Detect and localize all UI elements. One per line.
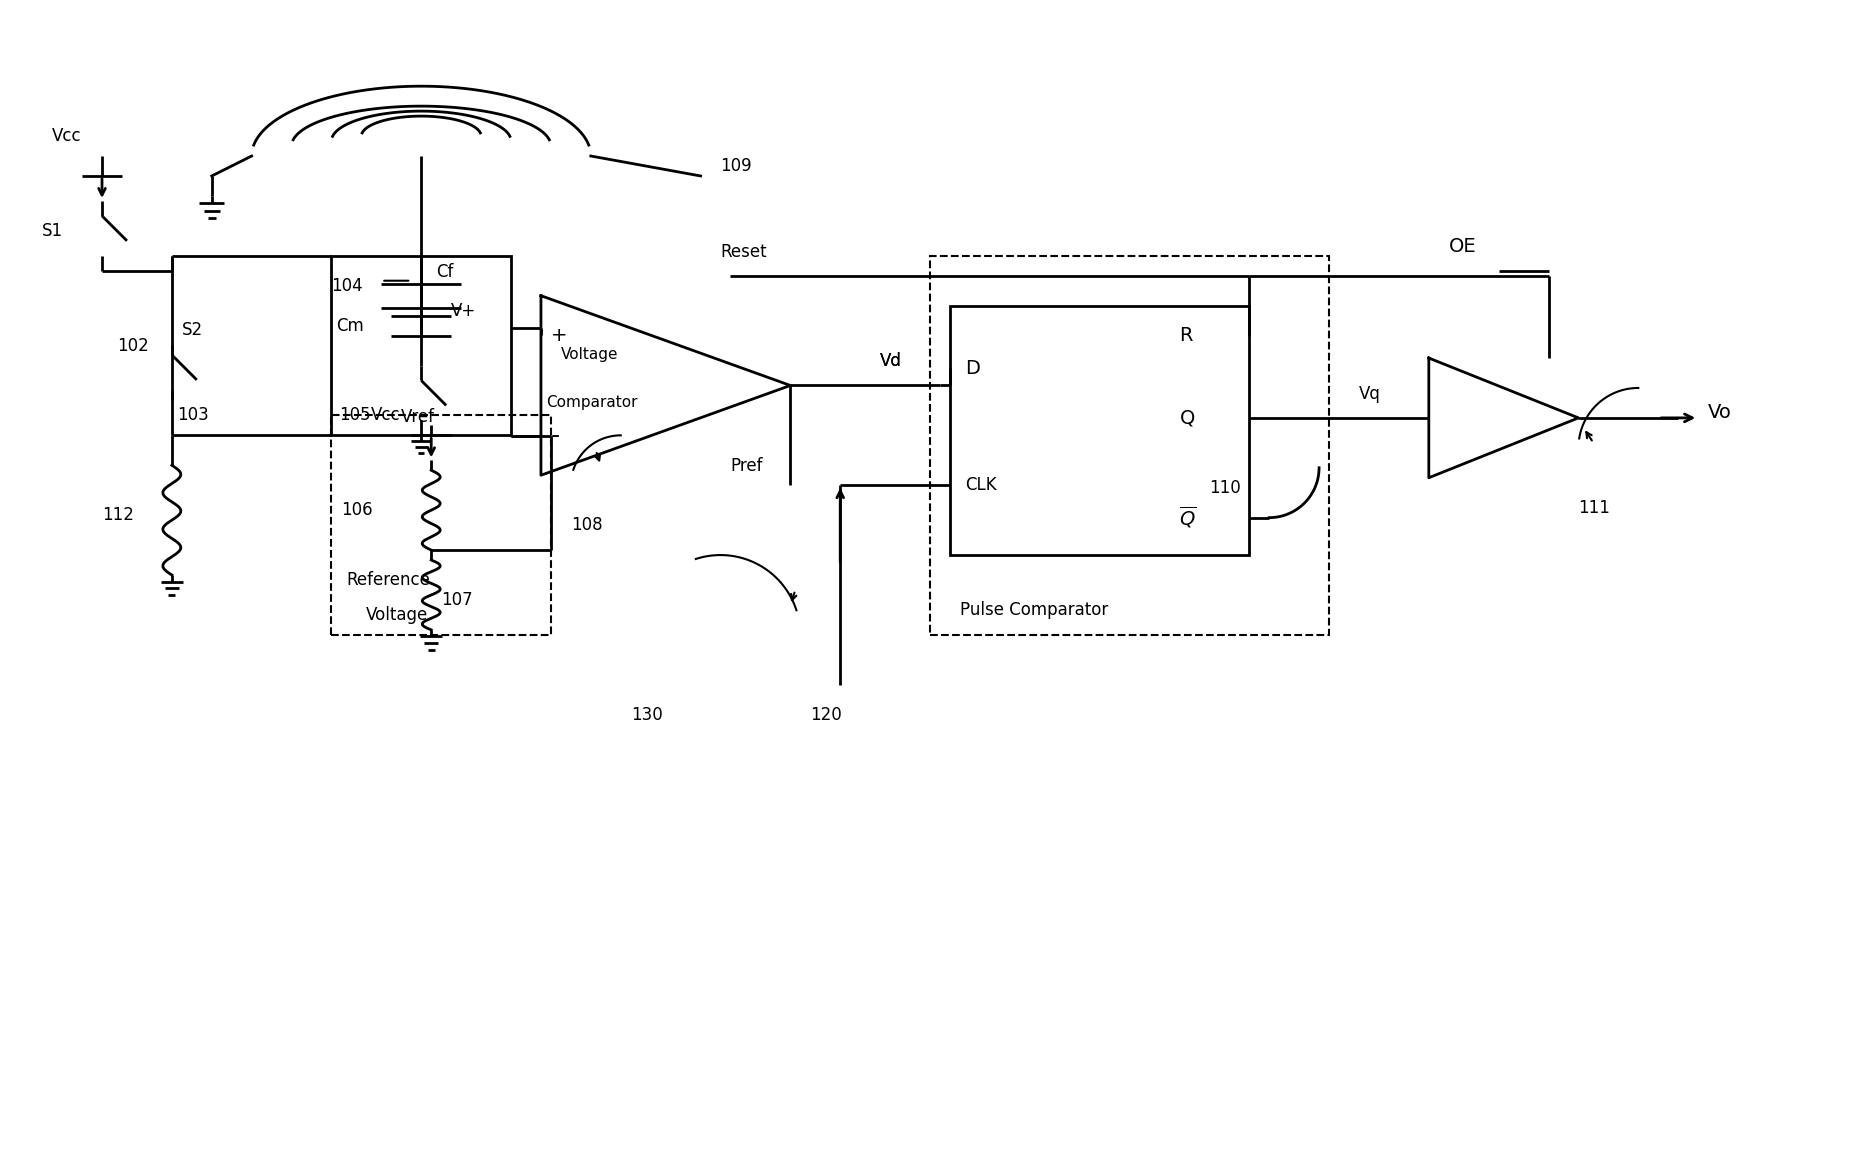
Text: Vref: Vref [402,408,436,426]
Text: Vcc: Vcc [372,407,400,424]
Text: S1: S1 [43,222,64,240]
Text: 108: 108 [570,516,602,534]
Text: 104: 104 [331,277,363,295]
Text: 105: 105 [340,407,370,424]
Bar [331,255,511,435]
Text: S2: S2 [181,321,204,340]
Text: Cm: Cm [337,316,365,335]
Text: 111: 111 [1578,499,1610,516]
Bar [929,255,1330,635]
Text: 110: 110 [1210,478,1242,497]
Text: 130: 130 [630,706,662,724]
Text: Voltage: Voltage [561,346,619,362]
Text: Reference: Reference [346,571,430,589]
Text: Vd: Vd [881,352,901,371]
Text: Comparator: Comparator [546,395,638,410]
Text: Voltage: Voltage [367,606,428,624]
Bar [950,306,1249,556]
Text: $\overline{Q}$: $\overline{Q}$ [1180,505,1197,530]
Text: Vq: Vq [1359,385,1380,403]
Text: 103: 103 [178,405,209,424]
Text: Cf: Cf [436,262,454,281]
Text: 107: 107 [441,591,473,609]
Text: Pulse Comparator: Pulse Comparator [959,601,1109,619]
Text: Vd: Vd [881,352,901,371]
Text: D: D [965,358,980,378]
Text: Vcc: Vcc [52,127,82,146]
Text: Vo: Vo [1707,403,1732,423]
Text: Pref: Pref [731,457,763,475]
Bar [331,416,552,635]
Text: 106: 106 [342,501,372,519]
Text: 102: 102 [118,336,150,355]
Text: Q: Q [1180,409,1195,427]
Text: OE: OE [1449,237,1477,255]
Text: Reset: Reset [720,243,767,261]
Text: V+: V+ [451,301,477,320]
Text: CLK: CLK [965,476,997,494]
Text: 120: 120 [810,706,842,724]
Text: R: R [1180,326,1193,345]
Text: +: + [552,326,567,344]
Text: -: - [552,424,559,448]
Text: 109: 109 [720,157,752,176]
Text: 112: 112 [103,506,135,524]
